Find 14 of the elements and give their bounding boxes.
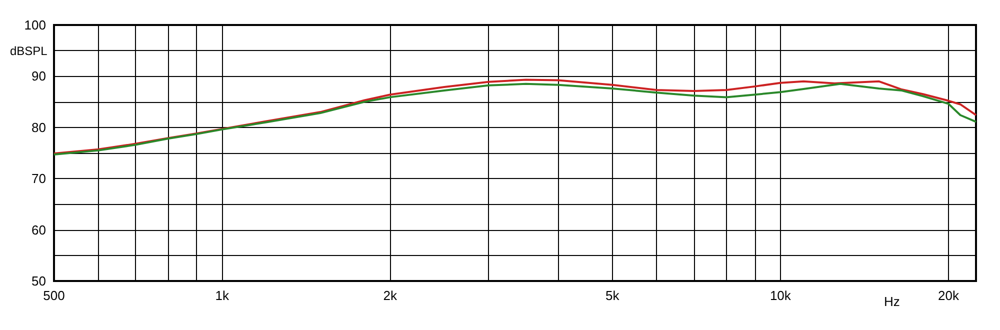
x-tick-label: 500: [43, 288, 65, 303]
y-tick-label: 90: [32, 68, 46, 84]
x-tick-label: 2k: [383, 288, 398, 303]
x-tick-label: 5k: [605, 288, 620, 303]
y-tick-label: 50: [32, 274, 46, 288]
x-tick-label: 1k: [215, 288, 230, 303]
y-tick-label: 70: [32, 171, 46, 186]
x-tick-label: 20k: [938, 288, 960, 303]
x-axis-title: Hz: [884, 294, 900, 309]
y-axis-title: dBSPL: [10, 44, 48, 58]
y-tick-label: 80: [32, 120, 46, 135]
y-tick-label: 60: [32, 222, 46, 238]
x-tick-label: 10k: [770, 288, 792, 303]
y-tick-label: 100: [24, 18, 46, 32]
